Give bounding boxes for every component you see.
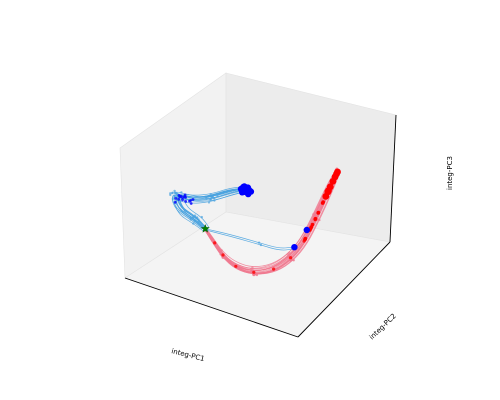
trajectory-a-marker [184,200,188,203]
outlier-trajectory-point [259,243,263,247]
trajectory-a-point [211,195,214,198]
trajectory-a-marker [177,198,181,201]
trajectory-b-marker [272,267,276,271]
z-axis-line [389,114,397,243]
end-marker-b [329,178,337,185]
trajectory-a-marker [181,198,184,202]
trajectory-a-line [174,187,245,228]
end-marker-b [309,226,313,230]
trajectory-a-marker [177,194,181,197]
outlier-trajectory-line [204,228,294,249]
trajectory-b-marker [221,253,225,257]
trajectory-b-point [289,259,292,262]
trajectory-a-marker [189,202,193,205]
trajectory-b-marker [302,239,306,243]
outlier-trajectory-line [205,229,295,251]
end-marker-b [303,236,308,241]
trajectory-a-point [189,216,192,220]
fixed-point-marker [200,224,210,233]
trajectory-b-point [221,256,224,259]
outlier-trajectory-point [257,241,261,244]
trajectory-a-marker [188,199,191,203]
trajectory-a-point [191,216,195,219]
trajectory-b-point [292,258,295,262]
trajectory-a-point [171,191,174,194]
trajectory-a-point [180,191,183,194]
x-axis-line [124,277,299,338]
end-marker-b [310,222,315,227]
trajectory-a-point [207,201,211,204]
start-marker-a [245,187,253,195]
trajectory-b-point [252,273,255,277]
trajectory-b-point [317,218,320,221]
trajectory-a-point [213,199,216,202]
z-axis-label: integ-PC3 [446,156,454,190]
trajectory-a-marker [173,200,177,204]
start-marker [291,244,298,251]
trajectory-b-line [205,172,339,274]
trajectory-a-point [169,192,172,195]
trajectory-a-marker [183,195,186,199]
trajectory-b-marker [252,270,256,274]
trajectory-a-point [175,191,178,195]
trajectory-a-marker [174,197,178,200]
trajectory-a-point [196,216,199,219]
trajectory-b-marker [213,241,217,245]
trajectory-b-line [204,172,338,275]
start-marker-a [240,184,247,191]
y-axis-line [297,241,391,338]
trajectory-a-point [192,222,195,225]
trajectory-b-point [286,253,289,256]
start-marker [303,226,310,234]
x-axis-label: integ-PC1 [171,347,206,363]
end-marker-b [316,210,321,215]
trajectory-a-marker [191,198,195,201]
end-marker-b [326,183,334,191]
y-axis-label: integ-PC2 [368,312,398,341]
trajectory-a-point [173,189,176,193]
trajectory-a-point [213,196,216,200]
end-marker-b [313,217,318,222]
trajectory-b-point [312,213,315,216]
end-marker-b [322,193,330,200]
trajectory-a-point [200,215,203,219]
trajectory-a-marker [179,194,183,198]
axis-lines [124,114,397,338]
end-marker-b [320,201,325,205]
data-layer [169,167,341,277]
trajectory-b-marker [289,256,293,260]
axes-panes [119,72,397,338]
trajectory-b-marker [234,264,238,268]
